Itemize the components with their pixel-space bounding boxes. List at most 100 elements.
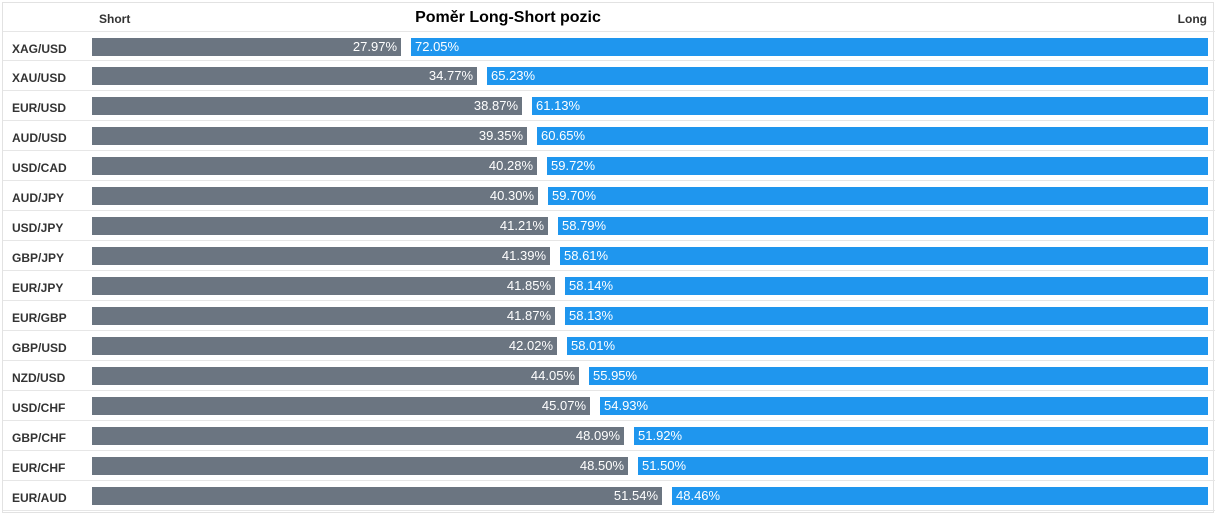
short-value-label: 34.77%	[428, 68, 473, 83]
long-axis-label: Long	[1177, 12, 1207, 26]
short-bar: 41.87%	[92, 307, 555, 325]
short-bar: 34.77%	[92, 67, 477, 85]
long-value-label: 48.46%	[676, 488, 721, 503]
long-value-label: 51.50%	[642, 458, 687, 473]
pair-label: GBP/CHF	[12, 431, 66, 445]
pair-label: USD/JPY	[12, 221, 64, 235]
table-row: USD/CHF 45.07% 54.93%	[3, 391, 1215, 421]
long-bar: 58.14%	[565, 277, 1208, 295]
long-bar: 59.70%	[548, 187, 1208, 205]
long-value-label: 54.93%	[604, 398, 649, 413]
pair-label: NZD/USD	[12, 371, 66, 385]
short-value-label: 42.02%	[508, 338, 553, 353]
short-value-label: 44.05%	[530, 368, 575, 383]
short-value-label: 48.09%	[575, 428, 620, 443]
short-bar: 40.28%	[92, 157, 537, 175]
long-bar: 51.50%	[638, 457, 1208, 475]
short-bar: 44.05%	[92, 367, 579, 385]
short-bar: 41.85%	[92, 277, 555, 295]
pair-label: USD/CHF	[12, 401, 66, 415]
long-value-label: 51.92%	[638, 428, 683, 443]
short-value-label: 40.28%	[488, 158, 533, 173]
long-bar: 54.93%	[600, 397, 1208, 415]
table-row: USD/CAD 40.28% 59.72%	[3, 151, 1215, 181]
short-bar: 41.39%	[92, 247, 550, 265]
long-bar: 51.92%	[634, 427, 1208, 445]
short-bar: 27.97%	[92, 38, 401, 56]
pair-label: XAG/USD	[12, 42, 67, 56]
long-bar: 55.95%	[589, 367, 1208, 385]
long-value-label: 58.01%	[571, 338, 616, 353]
table-row: USD/JPY 41.21% 58.79%	[3, 211, 1215, 241]
pair-label: USD/CAD	[12, 161, 67, 175]
long-bar: 58.79%	[558, 217, 1208, 235]
short-bar: 42.02%	[92, 337, 557, 355]
short-value-label: 41.85%	[506, 278, 551, 293]
long-value-label: 58.14%	[569, 278, 614, 293]
short-value-label: 39.35%	[478, 128, 523, 143]
long-bar: 58.01%	[567, 337, 1208, 355]
short-bar: 48.50%	[92, 457, 628, 475]
pair-label: EUR/USD	[12, 101, 67, 115]
bar-rows: XAG/USD 27.97% 72.05% XAU/USD 34.77% 65.23% EU…	[3, 31, 1215, 511]
table-row: EUR/AUD 51.54% 48.46%	[3, 481, 1215, 511]
long-bar: 58.61%	[560, 247, 1208, 265]
short-value-label: 45.07%	[541, 398, 586, 413]
long-bar: 59.72%	[547, 157, 1208, 175]
short-value-label: 41.87%	[506, 308, 551, 323]
long-value-label: 58.79%	[562, 218, 607, 233]
short-value-label: 27.97%	[352, 39, 397, 54]
short-value-label: 51.54%	[613, 488, 658, 503]
table-row: XAU/USD 34.77% 65.23%	[3, 61, 1215, 91]
short-bar: 39.35%	[92, 127, 527, 145]
long-bar: 58.13%	[565, 307, 1208, 325]
pair-label: EUR/AUD	[12, 491, 67, 505]
long-bar: 61.13%	[532, 97, 1208, 115]
pair-label: XAU/USD	[12, 71, 67, 85]
pair-label: EUR/JPY	[12, 281, 64, 295]
pair-label: EUR/CHF	[12, 461, 66, 475]
long-value-label: 65.23%	[491, 68, 536, 83]
short-value-label: 48.50%	[579, 458, 624, 473]
table-row: AUD/JPY 40.30% 59.70%	[3, 181, 1215, 211]
short-value-label: 41.39%	[501, 248, 546, 263]
table-row: GBP/CHF 48.09% 51.92%	[3, 421, 1215, 451]
pair-label: GBP/JPY	[12, 251, 65, 265]
pair-label: EUR/GBP	[12, 311, 67, 325]
table-row: EUR/GBP 41.87% 58.13%	[3, 301, 1215, 331]
table-row: XAG/USD 27.97% 72.05%	[3, 31, 1215, 61]
long-value-label: 60.65%	[541, 128, 586, 143]
short-bar: 40.30%	[92, 187, 538, 205]
long-value-label: 61.13%	[536, 98, 581, 113]
table-row: GBP/USD 42.02% 58.01%	[3, 331, 1215, 361]
table-row: EUR/CHF 48.50% 51.50%	[3, 451, 1215, 481]
pair-label: AUD/JPY	[12, 191, 65, 205]
table-row: NZD/USD 44.05% 55.95%	[3, 361, 1215, 391]
short-axis-label: Short	[99, 12, 131, 26]
short-bar: 51.54%	[92, 487, 662, 505]
long-value-label: 59.70%	[552, 188, 597, 203]
long-bar: 48.46%	[672, 487, 1208, 505]
table-row: GBP/JPY 41.39% 58.61%	[3, 241, 1215, 271]
chart-title: Poměr Long-Short pozic	[415, 9, 601, 26]
short-bar: 38.87%	[92, 97, 522, 115]
short-bar: 48.09%	[92, 427, 624, 445]
table-row: EUR/USD 38.87% 61.13%	[3, 91, 1215, 121]
long-bar: 60.65%	[537, 127, 1208, 145]
long-value-label: 72.05%	[415, 39, 460, 54]
pair-label: GBP/USD	[12, 341, 67, 355]
short-value-label: 40.30%	[489, 188, 534, 203]
table-row: EUR/JPY 41.85% 58.14%	[3, 271, 1215, 301]
long-value-label: 58.61%	[564, 248, 609, 263]
long-value-label: 59.72%	[551, 158, 596, 173]
short-bar: 45.07%	[92, 397, 590, 415]
short-value-label: 38.87%	[473, 98, 518, 113]
long-bar: 65.23%	[487, 67, 1208, 85]
long-value-label: 55.95%	[593, 368, 638, 383]
long-bar: 72.05%	[411, 38, 1208, 56]
short-value-label: 41.21%	[499, 218, 544, 233]
long-value-label: 58.13%	[569, 308, 614, 323]
table-row: AUD/USD 39.35% 60.65%	[3, 121, 1215, 151]
pair-label: AUD/USD	[12, 131, 67, 145]
